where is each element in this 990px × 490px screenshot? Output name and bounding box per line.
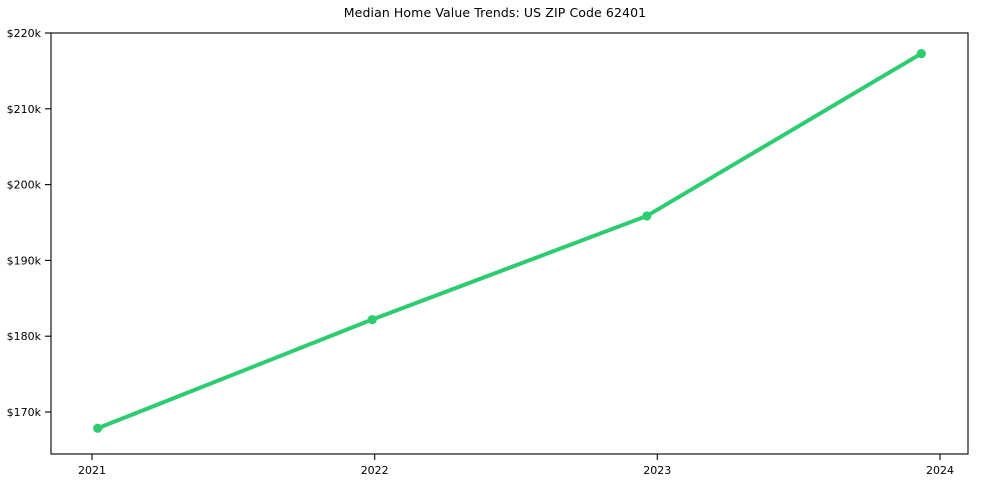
data-line-median-home-value [95, 51, 924, 431]
x-tick-label: 2021 [78, 464, 106, 477]
y-tick-label: $210k [7, 103, 42, 116]
y-axis-ticks: $220k $210k $200k $190k $180k $170k [7, 27, 51, 419]
data-point-marker[interactable] [916, 48, 926, 59]
x-tick-label: 2023 [643, 464, 671, 477]
y-tick-label: $190k [7, 254, 42, 267]
plot-background [51, 33, 968, 454]
x-tick-label: 2022 [361, 464, 389, 477]
y-tick-label: $170k [7, 406, 42, 419]
chart-title: Median Home Value Trends: US ZIP Code 62… [343, 5, 647, 20]
plot-border [50, 32, 969, 455]
y-tick-label: $180k [7, 330, 42, 343]
data-point-marker[interactable] [93, 423, 103, 433]
data-point-marker[interactable] [642, 211, 652, 221]
x-axis-ticks: 2021 2022 2023 2024 [78, 454, 954, 477]
y-tick-label: $200k [7, 179, 42, 192]
data-point-marker[interactable] [367, 314, 377, 325]
x-tick-label: 2024 [926, 464, 954, 477]
y-tick-label: $220k [7, 27, 42, 40]
data-point-markers [93, 48, 926, 433]
